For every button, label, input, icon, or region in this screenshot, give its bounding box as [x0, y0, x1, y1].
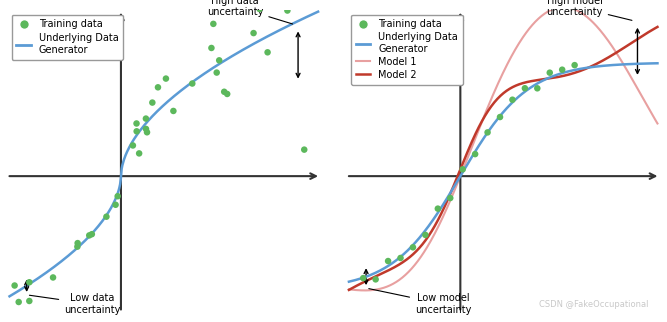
Legend: Training data, Underlying Data
Generator, Model 1, Model 2: Training data, Underlying Data Generator…	[351, 14, 463, 85]
Text: High model
uncertainty: High model uncertainty	[546, 0, 632, 20]
Point	[168, 109, 179, 114]
Point	[131, 121, 142, 126]
Point	[254, 6, 265, 12]
Point	[358, 276, 369, 281]
Point	[9, 283, 20, 288]
Point	[248, 31, 259, 36]
Point	[84, 233, 95, 238]
Point	[24, 298, 35, 304]
Point	[532, 86, 543, 91]
Point	[520, 86, 530, 91]
Point	[458, 167, 468, 172]
Point	[222, 91, 233, 97]
Point	[282, 8, 293, 13]
Point	[87, 232, 97, 237]
Point	[495, 114, 506, 119]
Point	[432, 206, 443, 211]
Point	[141, 116, 151, 121]
Point	[141, 130, 152, 135]
Point	[147, 100, 157, 105]
Point	[13, 299, 24, 305]
Point	[127, 143, 138, 148]
Text: High data
uncertainty: High data uncertainty	[207, 0, 293, 24]
Point	[219, 89, 229, 94]
Point	[134, 151, 145, 156]
Point	[112, 194, 123, 199]
Point	[141, 126, 151, 131]
Point	[72, 241, 83, 246]
Point	[48, 275, 59, 280]
Text: Low model
uncertainty: Low model uncertainty	[369, 289, 472, 315]
Point	[101, 214, 112, 219]
Point	[395, 255, 406, 260]
Point	[570, 62, 580, 68]
Text: Low data
uncertainty: Low data uncertainty	[29, 293, 121, 315]
Point	[233, 4, 243, 9]
Point	[420, 232, 431, 238]
Point	[262, 50, 273, 55]
Point	[161, 76, 171, 81]
Point	[131, 129, 142, 134]
Point	[206, 45, 217, 51]
Point	[211, 70, 222, 75]
Point	[370, 277, 381, 282]
Point	[507, 97, 518, 102]
Point	[110, 202, 121, 207]
Text: CSDN @FakeOccupational: CSDN @FakeOccupational	[540, 299, 649, 308]
Point	[445, 195, 456, 201]
Point	[544, 70, 555, 75]
Point	[299, 147, 309, 152]
Point	[214, 58, 225, 63]
Point	[408, 245, 418, 250]
Point	[383, 259, 394, 264]
Point	[208, 21, 219, 26]
Point	[470, 152, 480, 157]
Point	[72, 244, 83, 249]
Point	[187, 81, 197, 86]
Point	[24, 280, 35, 285]
Point	[557, 67, 568, 72]
Point	[153, 85, 163, 90]
Point	[264, 0, 275, 5]
Legend: Training data, Underlying Data
Generator: Training data, Underlying Data Generator	[11, 14, 123, 60]
Point	[482, 130, 493, 135]
